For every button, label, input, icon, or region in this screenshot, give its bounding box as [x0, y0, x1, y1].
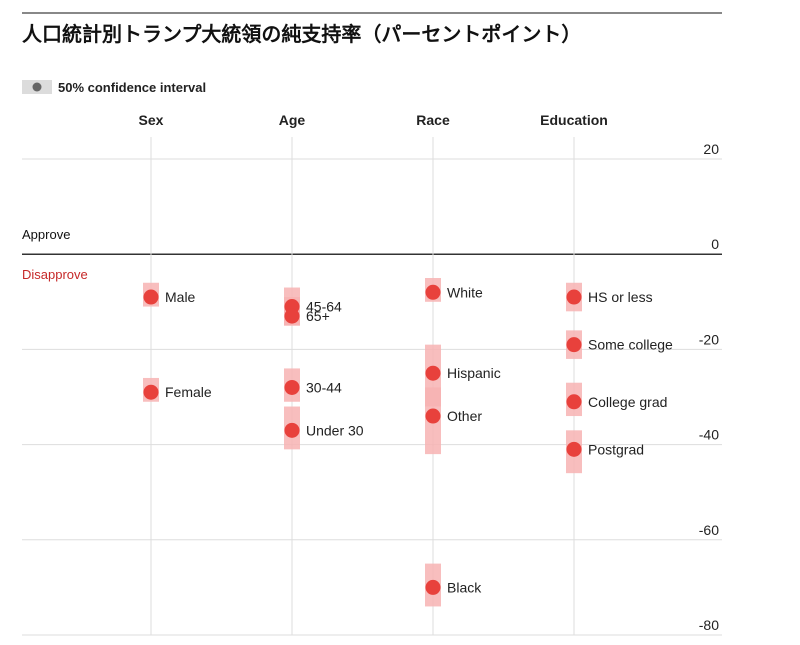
data-point: [425, 284, 441, 300]
data-point: [566, 289, 582, 305]
group-columns: Sex Age Race Education: [139, 112, 608, 635]
point-label: Postgrad: [588, 441, 644, 457]
data-point: [143, 289, 159, 305]
data-point: [566, 337, 582, 353]
disapprove-label: Disapprove: [22, 267, 88, 282]
group-label: Age: [279, 112, 306, 128]
point-label: 45-64: [306, 299, 342, 315]
data-point: [425, 365, 441, 381]
chart-title: 人口統計別トランプ大統領の純支持率（パーセントポイント）: [22, 22, 581, 46]
point-label: Female: [165, 384, 212, 400]
point-label: White: [447, 284, 483, 300]
data-point: [425, 408, 441, 424]
group-label: Sex: [139, 112, 164, 128]
point-label: HS or less: [588, 289, 653, 305]
y-tick-label: -80: [699, 617, 719, 633]
data-point: [143, 384, 159, 400]
legend: 50% confidence interval: [22, 80, 206, 95]
y-tick-label: 0: [711, 236, 719, 252]
point-label: Some college: [588, 337, 673, 353]
data-point: [284, 422, 300, 438]
y-tick-label: -60: [699, 522, 719, 538]
point-label: Hispanic: [447, 365, 501, 381]
legend-label: 50% confidence interval: [58, 80, 206, 95]
grid: [22, 158, 722, 636]
point-label: Under 30: [306, 422, 364, 438]
y-tick-label: -40: [699, 427, 719, 443]
data-point: [425, 579, 441, 595]
data-point: [284, 308, 300, 324]
data-point: [566, 394, 582, 410]
y-tick-label: 20: [703, 141, 719, 157]
data-point: [284, 379, 300, 395]
legend-point-swatch: [32, 82, 42, 92]
y-tick-label: -20: [699, 331, 719, 347]
approve-label: Approve: [22, 227, 70, 242]
group-label: Education: [540, 112, 608, 128]
point-label: 30-44: [306, 379, 342, 395]
group-label: Race: [416, 112, 450, 128]
y-axis: 20 0 -20 -40 -60 -80: [699, 141, 719, 633]
point-label: Black: [447, 579, 482, 595]
point-label: 65+: [306, 308, 330, 324]
point-label: Male: [165, 289, 196, 305]
point-label: Other: [447, 408, 482, 424]
point-label: College grad: [588, 394, 667, 410]
data-point: [566, 441, 582, 457]
